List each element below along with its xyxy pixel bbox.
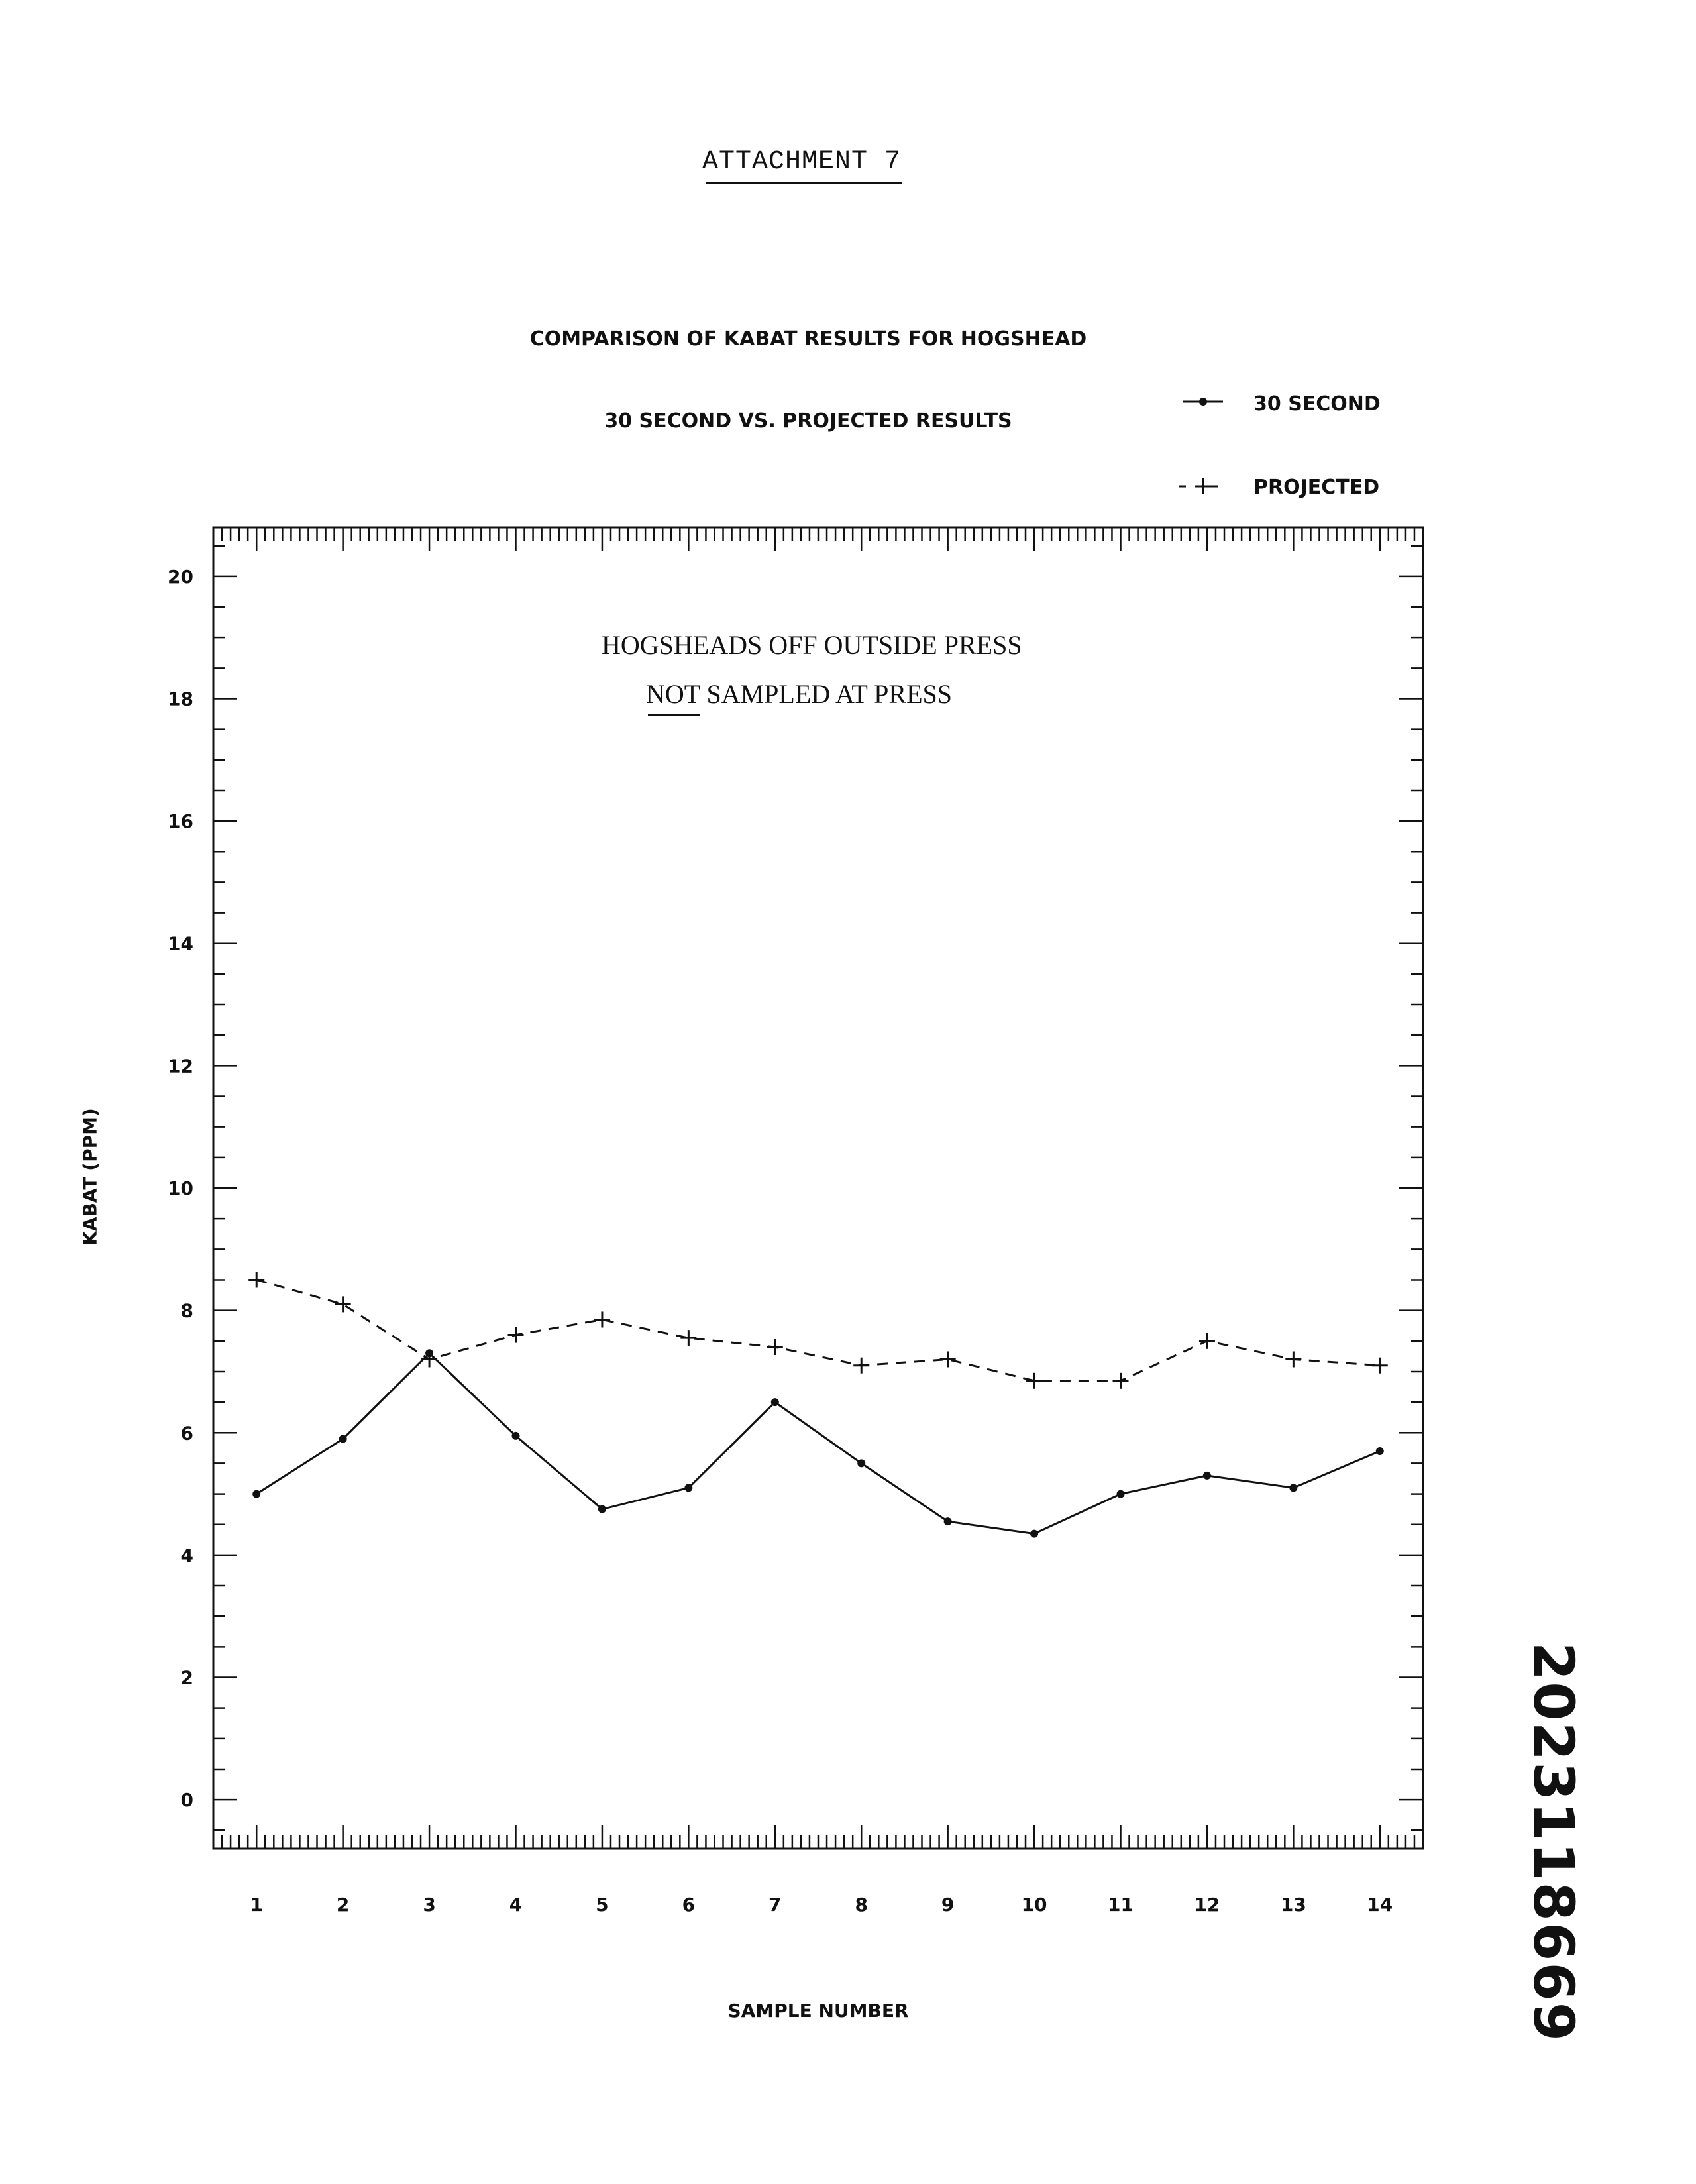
data-point-30-second xyxy=(1202,1471,1211,1480)
x-tick-label: 13 xyxy=(1281,1894,1306,1916)
data-point-projected xyxy=(1198,1333,1215,1349)
legend-label-projected: PROJECTED xyxy=(1253,476,1380,499)
y-tick-label: 8 xyxy=(181,1300,193,1322)
plot-frame xyxy=(212,526,1424,1850)
annotation-line-2: NOT SAMPLED AT PRESS xyxy=(646,679,952,710)
x-tick-label: 9 xyxy=(941,1894,954,1916)
y-axis-label: KABAT (PPM) xyxy=(79,1108,101,1246)
x-tick-label: 1 xyxy=(250,1894,262,1916)
legend-dot-30-second xyxy=(1199,398,1207,406)
data-point-projected xyxy=(1112,1372,1129,1389)
x-axis-label: SAMPLE NUMBER xyxy=(727,2000,909,2022)
data-point-30-second xyxy=(684,1484,693,1492)
attachment-underline xyxy=(706,182,902,184)
x-tick-label: 12 xyxy=(1194,1894,1220,1916)
annotation-underline xyxy=(648,714,700,716)
data-point-projected xyxy=(421,1351,438,1368)
y-tick-label: 2 xyxy=(181,1667,193,1689)
data-point-projected xyxy=(335,1296,351,1313)
data-point-30-second xyxy=(1375,1447,1384,1455)
data-point-30-second xyxy=(943,1517,952,1526)
y-tick-label: 20 xyxy=(168,566,193,588)
y-tick-label: 4 xyxy=(181,1545,193,1566)
x-tick-label: 14 xyxy=(1367,1894,1393,1916)
x-tick-label: 10 xyxy=(1022,1894,1047,1916)
document-number: 2023118669 xyxy=(1521,1641,1586,2043)
data-point-projected xyxy=(680,1330,697,1346)
y-tick-label: 16 xyxy=(168,810,193,832)
chart-subtitle: 30 SECOND VS. PROJECTED RESULTS xyxy=(604,410,1012,433)
data-point-projected xyxy=(1285,1351,1302,1368)
series-line-30-second xyxy=(256,1352,1381,1535)
series-line-projected xyxy=(256,1279,1380,1382)
data-point-projected xyxy=(939,1351,956,1368)
x-tick-label: 8 xyxy=(855,1894,867,1916)
data-point-projected xyxy=(594,1311,610,1328)
data-point-projected xyxy=(1371,1357,1388,1374)
x-tick-label: 3 xyxy=(423,1894,435,1916)
data-point-30-second xyxy=(857,1459,866,1468)
legend-label-30-second: 30 SECOND xyxy=(1253,392,1381,415)
data-point-projected xyxy=(1026,1372,1043,1389)
data-point-projected xyxy=(248,1272,265,1288)
x-tick-labels: 1 2 3 4 5 6 7 8 9 10 11 12 13 14 xyxy=(250,1894,1393,1916)
annotation-rest: SAMPLED AT PRESS xyxy=(700,679,952,709)
data-point-projected xyxy=(507,1327,524,1343)
x-tick-label: 4 xyxy=(509,1894,522,1916)
y-tick-label: 6 xyxy=(181,1422,193,1444)
legend-marks xyxy=(1179,398,1227,494)
attachment-heading: ATTACHMENT 7 xyxy=(702,147,902,177)
plot-border xyxy=(212,526,1424,1850)
data-point-30-second xyxy=(252,1490,261,1498)
data-point-30-second xyxy=(1289,1484,1298,1492)
data-point-30-second xyxy=(598,1505,606,1513)
data-point-30-second xyxy=(770,1398,779,1407)
y-tick-labels: 0 2 4 6 8 10 12 14 16 18 20 xyxy=(168,566,193,1811)
data-point-30-second xyxy=(339,1435,347,1443)
data-point-30-second xyxy=(511,1431,520,1440)
x-tick-label: 7 xyxy=(768,1894,781,1916)
y-tick-label: 12 xyxy=(168,1055,193,1077)
annotation-line-1: HOGSHEADS OFF OUTSIDE PRESS xyxy=(602,630,1022,660)
y-tick-label: 14 xyxy=(168,933,193,955)
data-point-projected xyxy=(853,1357,870,1374)
data-point-projected xyxy=(767,1339,783,1356)
axis-ticks xyxy=(213,527,1423,1849)
y-tick-label: 10 xyxy=(168,1177,193,1199)
x-tick-label: 5 xyxy=(596,1894,608,1916)
x-tick-label: 6 xyxy=(682,1894,695,1916)
data-point-30-second xyxy=(1116,1490,1125,1498)
y-tick-label: 18 xyxy=(168,688,193,710)
data-point-30-second xyxy=(1030,1529,1039,1538)
x-tick-label: 11 xyxy=(1108,1894,1134,1916)
x-tick-label: 2 xyxy=(337,1894,349,1916)
annotation-underlined-word: NOT xyxy=(646,679,700,709)
y-tick-label: 0 xyxy=(181,1789,193,1811)
series-lines xyxy=(248,1272,1388,1538)
chart-title: COMPARISON OF KABAT RESULTS FOR HOGSHEAD xyxy=(529,327,1087,351)
